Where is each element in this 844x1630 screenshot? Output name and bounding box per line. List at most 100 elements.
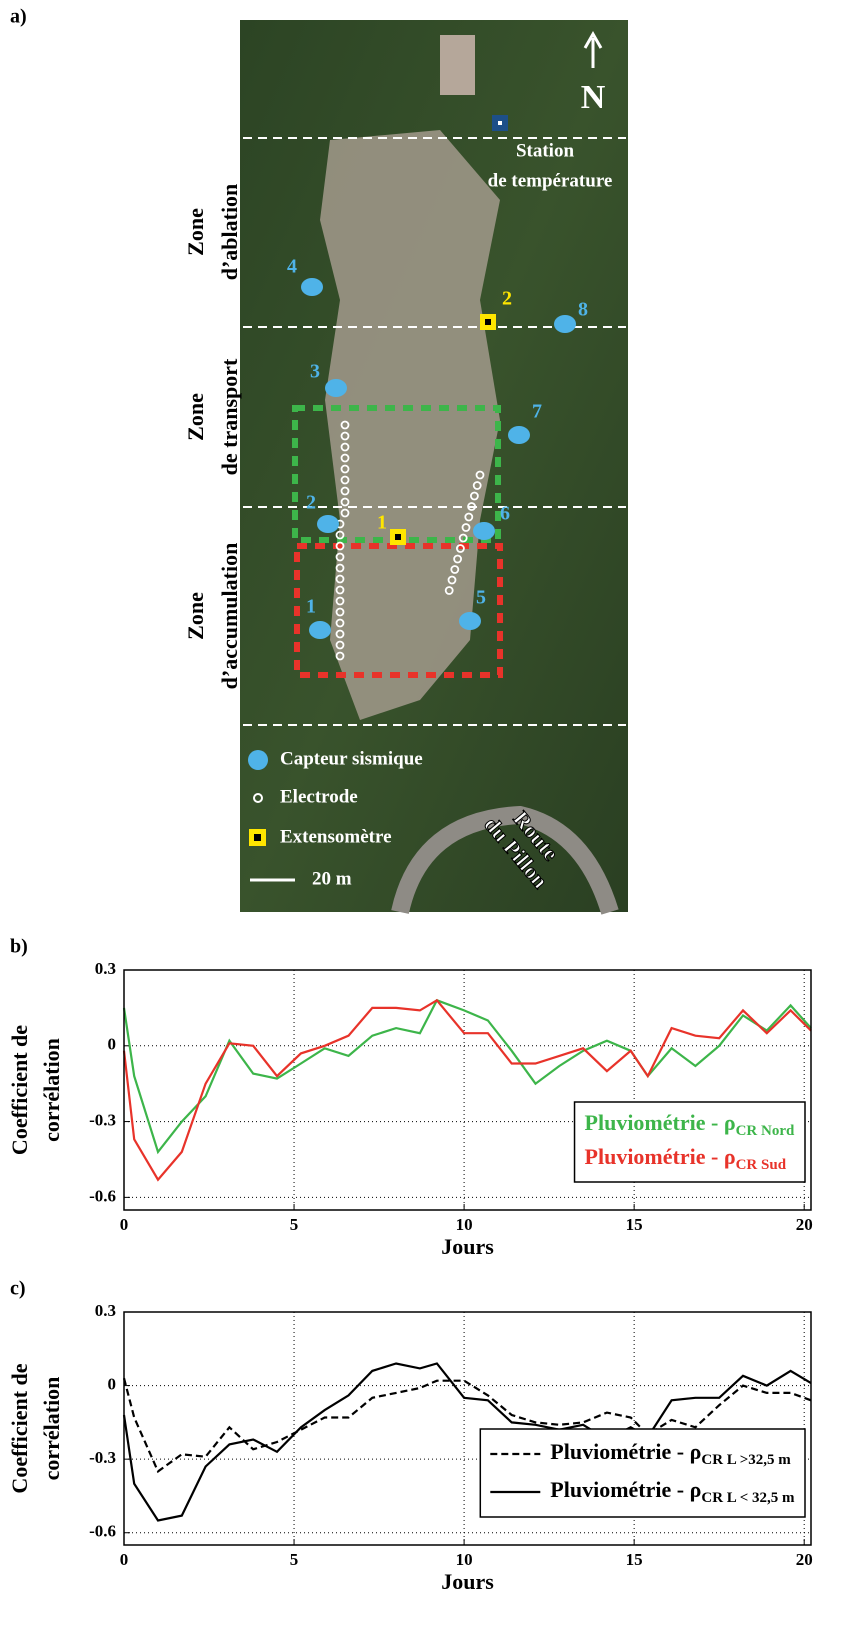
extensometer-label: 2 xyxy=(502,288,512,310)
electrode xyxy=(335,640,345,650)
legend-subscript: CR L < 32,5 m xyxy=(701,1490,795,1506)
electrode-zone-south xyxy=(294,543,503,678)
y-tick-label: 0 xyxy=(108,1035,117,1054)
electrode xyxy=(464,512,474,522)
sensor-label: 3 xyxy=(310,361,320,383)
station-label: de température xyxy=(488,170,613,191)
scale-label: 20 m xyxy=(312,868,352,889)
legend: Pluviométrie - ρCR L >32,5 mPluviométrie… xyxy=(479,1428,806,1518)
zone-label: d’ablation xyxy=(217,184,242,281)
electrode xyxy=(340,420,350,430)
electrode xyxy=(455,544,465,553)
x-tick-label: 20 xyxy=(796,1215,813,1234)
legend-name: Pluviométrie - ρ xyxy=(585,1144,736,1169)
sensor-label: 7 xyxy=(532,401,542,423)
legend-label: Capteur sismique xyxy=(280,748,423,769)
x-axis-label: Jours xyxy=(441,1234,494,1259)
zone-label: Zone xyxy=(183,393,208,441)
electrode xyxy=(340,497,350,507)
zone-label: Zone xyxy=(183,208,208,256)
extensometer-label: 1 xyxy=(377,512,387,534)
zone-label: d’accumulation xyxy=(217,543,242,690)
y-tick-label: -0.6 xyxy=(89,1186,116,1205)
x-tick-label: 15 xyxy=(626,1215,643,1234)
electrode xyxy=(335,541,345,551)
legend-extensometer-core xyxy=(254,834,261,841)
electrode xyxy=(335,574,345,584)
legend-label: Pluviométrie - ρCR Nord xyxy=(585,1110,795,1139)
y-tick-label: 0.3 xyxy=(95,1301,116,1320)
panel-label: a) xyxy=(10,6,27,28)
legend-label: Pluviométrie - ρCR L < 32,5 m xyxy=(550,1477,795,1506)
electrode xyxy=(335,651,345,661)
electrode xyxy=(340,442,350,452)
sensor-label: 5 xyxy=(476,587,486,609)
y-axis-label: Coefficient de xyxy=(7,1025,32,1155)
seismic-sensor xyxy=(473,522,495,540)
panel-label: c) xyxy=(10,1278,26,1300)
electrode xyxy=(340,464,350,474)
y-axis-label: corrélation xyxy=(39,1377,64,1481)
seismic-sensor xyxy=(508,426,530,444)
electrode xyxy=(335,618,345,628)
x-tick-label: 10 xyxy=(456,1215,473,1234)
electrode xyxy=(335,629,345,639)
seismic-sensor xyxy=(317,515,339,533)
seismic-sensor xyxy=(554,315,576,333)
road xyxy=(391,805,619,915)
electrode xyxy=(444,586,454,595)
x-tick-label: 15 xyxy=(626,1550,643,1569)
seismic-sensor xyxy=(301,278,323,296)
electrode xyxy=(458,533,468,543)
extensometer-core xyxy=(485,319,491,325)
x-tick-label: 0 xyxy=(120,1550,129,1569)
series-line xyxy=(122,1362,812,1522)
electrode xyxy=(475,470,485,480)
seismic-sensor xyxy=(309,621,331,639)
y-tick-label: 0 xyxy=(108,1374,117,1393)
sensor-label: 2 xyxy=(306,492,316,514)
legend-item: Pluviométrie - ρCR Sud xyxy=(585,1144,787,1173)
y-tick-label: -0.3 xyxy=(89,1448,116,1467)
station-marker-dot xyxy=(498,121,502,125)
legend-box xyxy=(573,1101,806,1183)
y-axis-label: corrélation xyxy=(39,1038,64,1142)
north-arrow xyxy=(583,30,603,68)
station-label: Station xyxy=(516,140,575,161)
legend-label: Extensomètre xyxy=(280,826,392,847)
legend-electrode xyxy=(253,793,263,803)
legend-name: Pluviométrie - ρ xyxy=(550,1477,701,1502)
legend-subscript: CR L >32,5 m xyxy=(701,1452,791,1468)
electrode xyxy=(447,575,457,585)
legend-item: Pluviométrie - ρCR L >32,5 m xyxy=(490,1439,791,1468)
plot-frame xyxy=(123,969,812,1211)
y-tick-label: -0.6 xyxy=(89,1522,116,1541)
electrode xyxy=(335,563,345,573)
legend-item: Pluviométrie - ρCR L < 32,5 m xyxy=(490,1477,795,1506)
series-line xyxy=(122,998,812,1155)
electrode xyxy=(450,565,460,574)
electrode xyxy=(472,481,482,490)
building xyxy=(440,35,475,95)
plot-frame xyxy=(123,1311,812,1546)
x-tick-label: 0 xyxy=(120,1215,129,1234)
electrode xyxy=(335,607,345,617)
x-tick-label: 20 xyxy=(796,1550,813,1569)
x-tick-label: 5 xyxy=(290,1550,299,1569)
x-axis-label: Jours xyxy=(441,1569,494,1594)
legend-subscript: CR Sud xyxy=(736,1157,787,1173)
electrode xyxy=(335,530,345,540)
zone-label: Zone xyxy=(183,592,208,640)
extensometer-core xyxy=(395,534,401,540)
electrode xyxy=(453,554,463,564)
legend-name: Pluviométrie - ρ xyxy=(550,1439,701,1464)
series-line xyxy=(122,998,812,1182)
electrode xyxy=(469,491,479,501)
electrode xyxy=(335,596,345,606)
sensor-label: 4 xyxy=(287,256,297,278)
legend-name: Pluviométrie - ρ xyxy=(585,1110,736,1135)
electrode xyxy=(340,508,350,518)
series-line xyxy=(122,1377,812,1474)
x-tick-label: 5 xyxy=(290,1215,299,1234)
